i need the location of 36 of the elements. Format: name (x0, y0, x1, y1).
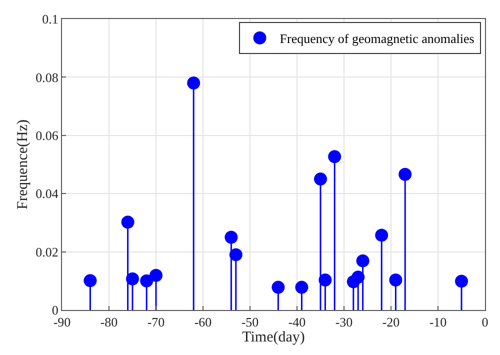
point (229, 248, 242, 262)
point (295, 280, 308, 294)
point (352, 270, 365, 284)
x-tick-label: 0 (482, 314, 488, 330)
x-tick-label: -40 (288, 314, 306, 330)
legend-label: Frequency of geomagnetic anomalies (280, 30, 474, 46)
x-tick-label: -30 (335, 314, 353, 330)
point (398, 168, 412, 181)
x-tick-label: -20 (382, 314, 400, 330)
point (272, 280, 285, 294)
y-tick-label: 0.04 (36, 186, 59, 202)
point (328, 150, 342, 164)
point (375, 228, 388, 242)
y-tick-label: 0.06 (36, 128, 59, 143)
point (455, 274, 468, 288)
point (224, 230, 238, 244)
x-tick-label: -80 (100, 314, 118, 330)
y-axis-title: Frequence(Hz) (14, 120, 31, 210)
point (126, 272, 139, 286)
point (356, 254, 370, 268)
point (84, 274, 97, 288)
x-tick-label: -50 (241, 314, 259, 330)
x-tick-label: -70 (147, 314, 165, 330)
point (389, 274, 402, 287)
point (187, 76, 200, 90)
x-tick-label: -60 (194, 314, 212, 330)
point (314, 172, 327, 186)
y-tick-label: 0.02 (36, 244, 58, 260)
point (150, 268, 162, 282)
x-axis-title: Time(day) (242, 330, 305, 346)
point (140, 274, 154, 288)
point (318, 274, 332, 287)
point (121, 216, 134, 229)
x-tick-label: -10 (429, 314, 447, 330)
y-tick-label: 0.1 (42, 12, 58, 27)
y-tick-label: 0.08 (36, 70, 58, 85)
